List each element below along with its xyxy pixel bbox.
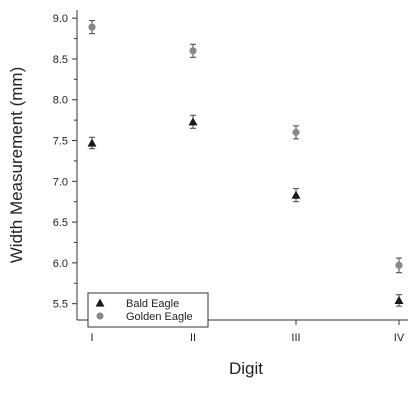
legend-marker — [95, 298, 105, 307]
legend-item: Golden Eagle — [96, 311, 193, 323]
y-tick-label: 8.0 — [53, 95, 68, 107]
y-axis-title: Width Measurement (mm) — [7, 67, 26, 263]
legend-box — [87, 292, 209, 328]
plot-frame — [76, 10, 408, 321]
legend-item: Bald Eagle — [95, 298, 179, 310]
data-point — [292, 128, 300, 136]
x-tick-label: I — [90, 332, 93, 344]
y-tick-label: 5.5 — [53, 299, 68, 311]
data-point — [189, 47, 197, 55]
series-bald-eagle — [87, 114, 404, 307]
x-axis-title: Digit — [229, 359, 263, 378]
y-axis: 5.5 6.0 6.5 7.0 7.5 8.0 8.5 9.0 — [53, 13, 77, 311]
x-tick-label: III — [291, 332, 300, 344]
legend-marker — [96, 312, 104, 320]
y-tick-label: 8.5 — [53, 54, 68, 66]
x-tick-label: IV — [394, 332, 405, 344]
y-tick-label: 6.0 — [53, 258, 68, 270]
y-tick-label: 6.5 — [53, 217, 68, 229]
data-point — [188, 117, 198, 126]
y-tick-label: 9.0 — [53, 13, 68, 25]
data-point — [395, 261, 403, 269]
data-point — [291, 190, 301, 199]
y-tick-label: 7.0 — [53, 176, 68, 188]
y-tick-label: 7.5 — [53, 136, 68, 148]
legend-label: Golden Eagle — [126, 311, 193, 323]
data-point — [394, 295, 404, 305]
data-series — [87, 20, 404, 307]
data-point — [88, 23, 96, 31]
series-golden-eagle — [88, 20, 403, 274]
data-point — [87, 138, 97, 147]
x-tick-label: II — [190, 332, 196, 344]
legend-label: Bald Eagle — [126, 298, 179, 310]
